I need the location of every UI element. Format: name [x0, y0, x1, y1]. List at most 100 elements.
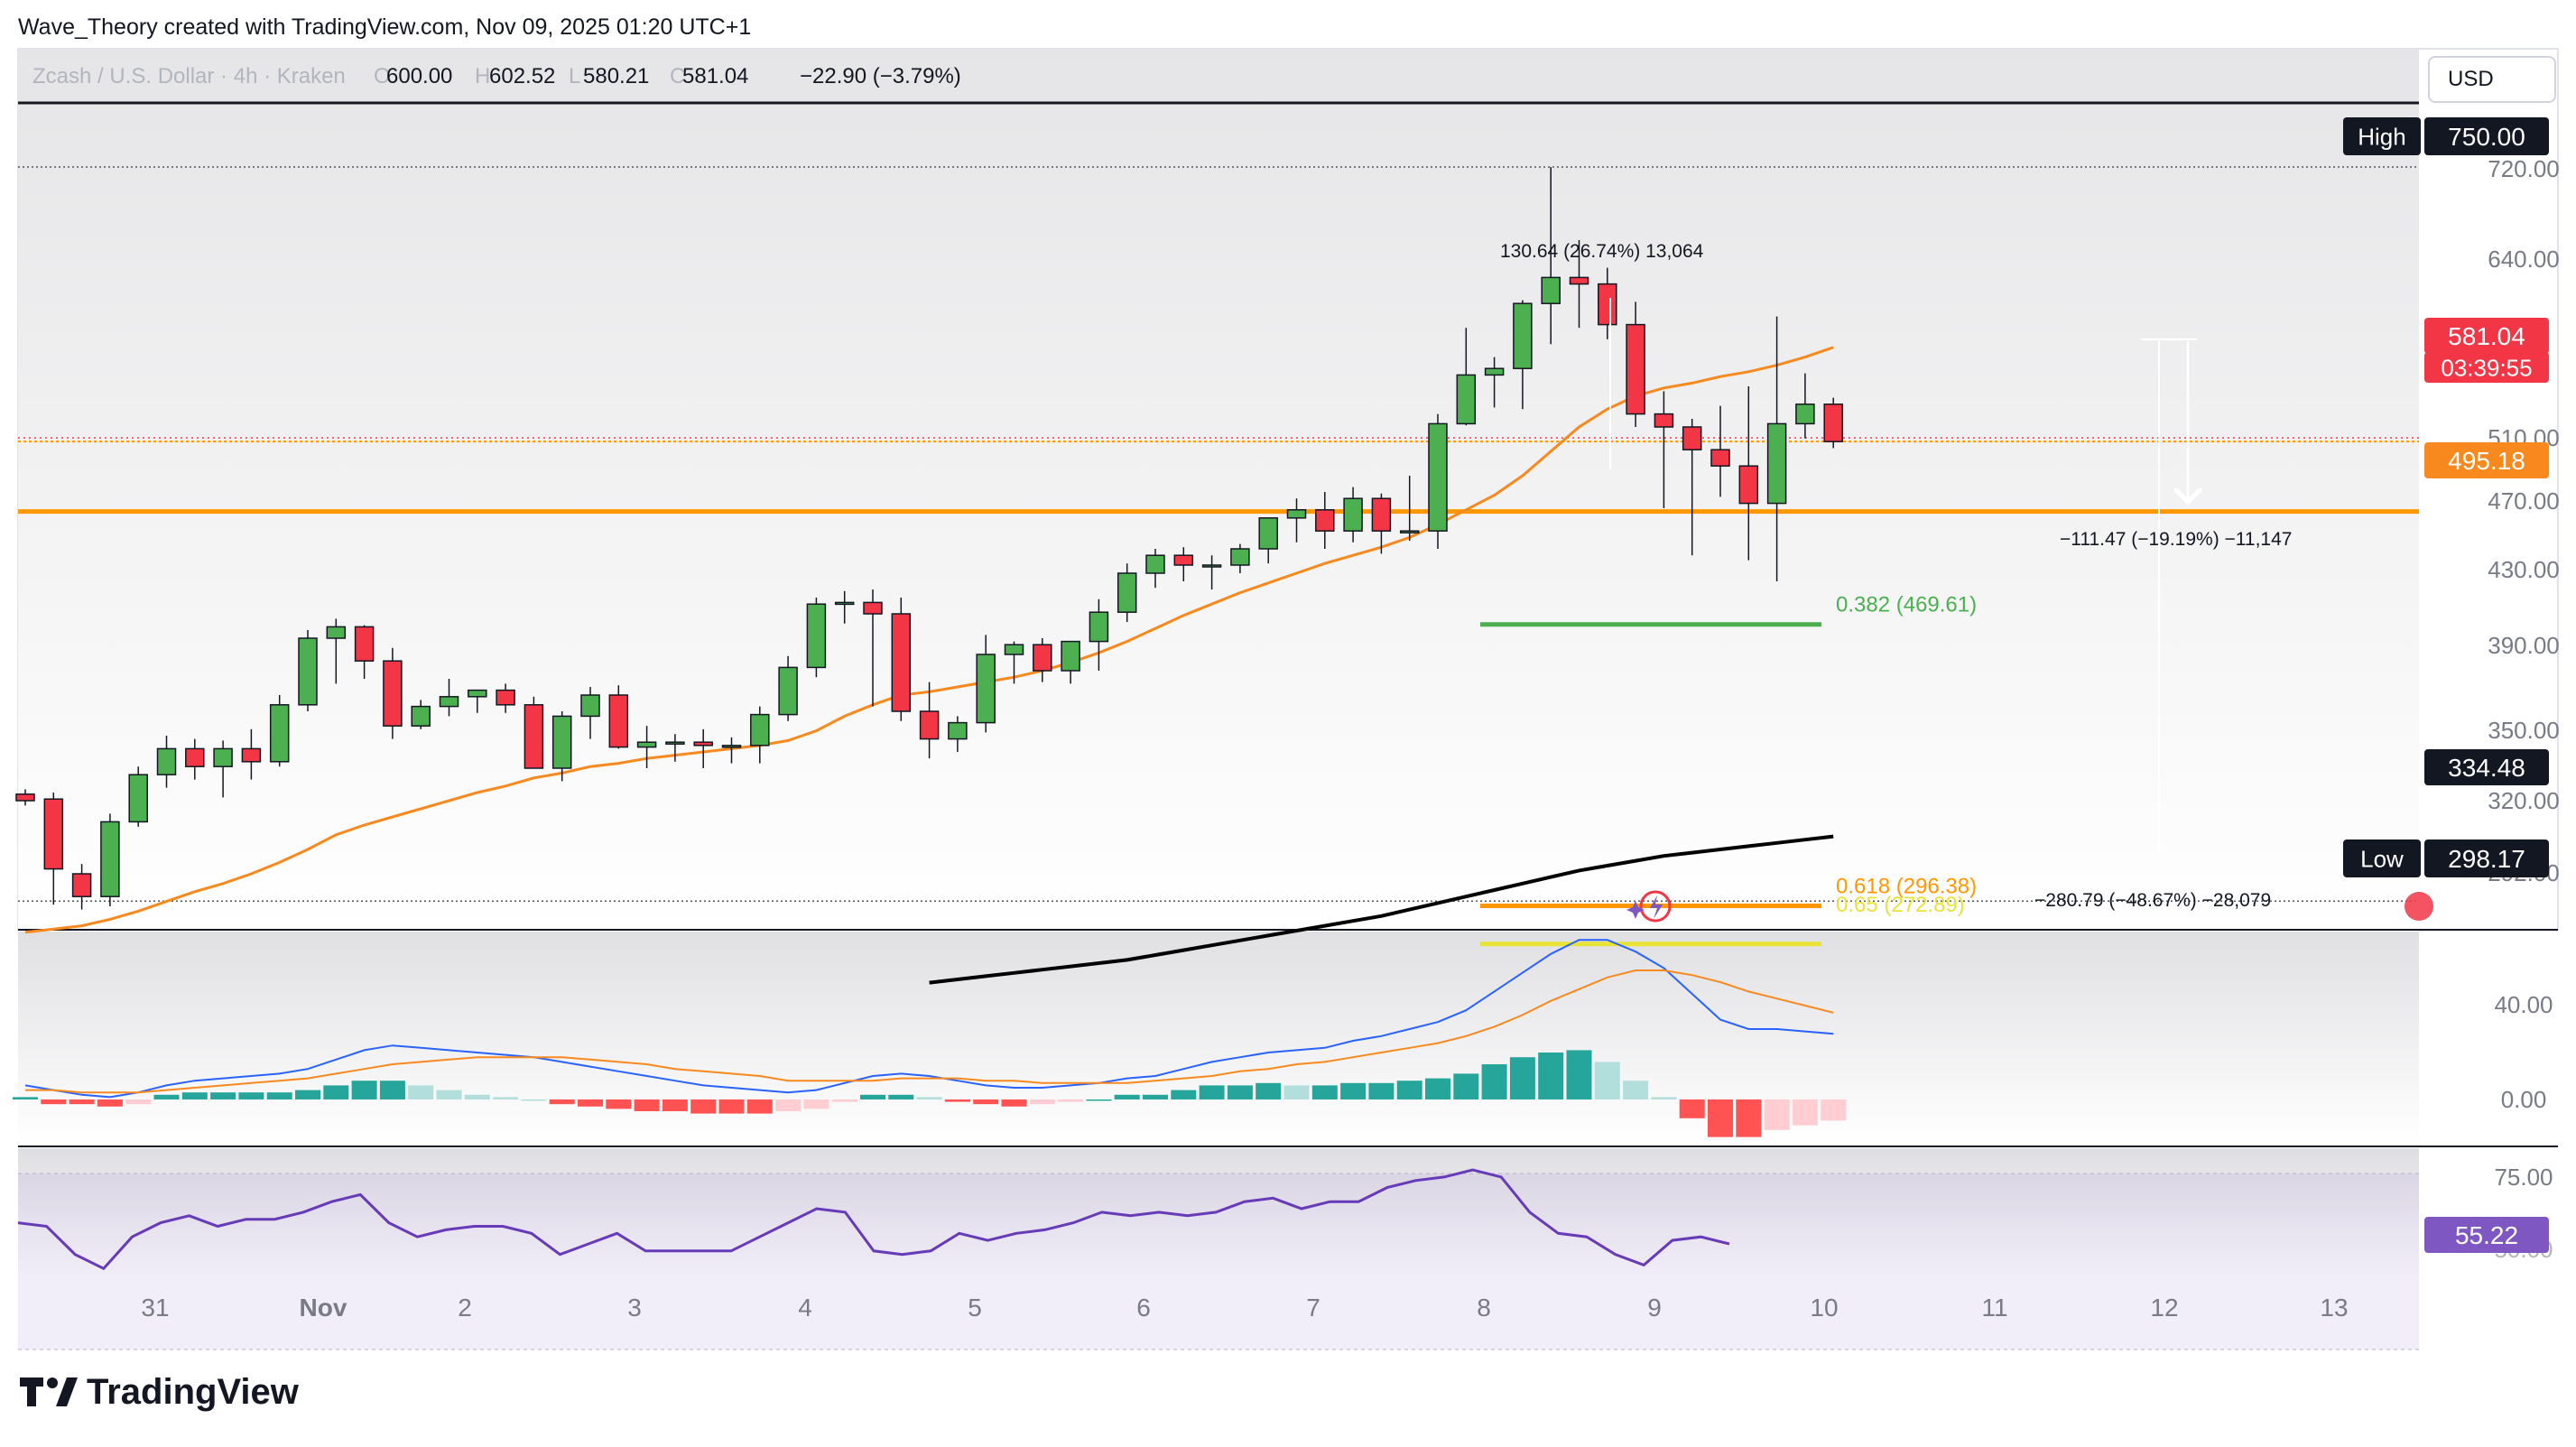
candle: [1795, 373, 1815, 439]
candle-body: [1061, 640, 1080, 672]
candle-body: [551, 715, 572, 769]
candle: [383, 647, 403, 739]
macd-hist-bar: [41, 1099, 67, 1105]
candle: [468, 689, 487, 713]
candle-body: [1173, 554, 1194, 566]
candle: [1089, 598, 1109, 671]
fib-label-1: 0.618 (296.38): [1836, 875, 1977, 899]
candle: [1173, 547, 1194, 581]
tv-logo-mark-t: [20, 1377, 43, 1406]
countdown-tag-text: 03:39:55: [2441, 354, 2532, 381]
candle-body: [580, 694, 600, 718]
candle: [1061, 640, 1080, 684]
symbol-title: Zcash / U.S. Dollar · 4h · Kraken: [32, 64, 346, 88]
candle-body: [1315, 509, 1335, 532]
candles: [15, 167, 1843, 910]
macd-hist-bar: [323, 1085, 349, 1099]
price-tick: 390.00: [2488, 632, 2560, 659]
candle: [608, 685, 629, 749]
ohlc-c-label: C: [670, 64, 685, 88]
macd-hist-bar: [803, 1099, 829, 1109]
low-value-tag: 298.17: [2424, 839, 2549, 877]
price-tick: 350.00: [2488, 717, 2560, 744]
ema50-tag: 495.18: [2424, 442, 2549, 478]
candle-body: [156, 747, 177, 775]
macd-hist-bar: [1821, 1099, 1847, 1121]
macd-hist-bar: [436, 1090, 462, 1099]
macd-hist-bar: [351, 1081, 377, 1099]
time-tick: 7: [1306, 1294, 1320, 1322]
price-tick: 470.00: [2488, 487, 2560, 515]
candle: [636, 726, 657, 768]
candle: [1117, 563, 1137, 622]
candle-body: [439, 696, 459, 708]
candle: [1626, 301, 1645, 427]
high-value-tag-bg: [2424, 117, 2549, 155]
candle-body: [213, 747, 233, 767]
candle-body: [269, 704, 290, 763]
ohlc-o-label: O: [374, 64, 391, 88]
candle-body: [1399, 530, 1420, 533]
measure-label-long: −280.79 (−48.67%) −28,079: [2034, 890, 2271, 911]
candle-body: [1456, 374, 1477, 425]
candle: [1371, 493, 1392, 554]
high-label-tag-bg: [2343, 117, 2421, 155]
globe-icon: [2405, 892, 2433, 921]
ohlc-h-value: 602.52: [489, 64, 555, 88]
ohlc-l-label: L: [569, 64, 580, 88]
candle-body: [71, 873, 92, 897]
ema50-tag-text: 495.18: [2448, 447, 2525, 475]
time-tick: 11: [1981, 1294, 2007, 1322]
macd-hist-bar: [1425, 1078, 1450, 1099]
candle: [1343, 487, 1363, 543]
macd-hist-bar: [1481, 1064, 1507, 1099]
candle-body: [863, 601, 883, 615]
candle-body: [1371, 497, 1392, 532]
low-label-tag-text: Low: [2360, 845, 2404, 872]
candle-body: [1004, 644, 1024, 655]
time-tick: 13: [2320, 1294, 2348, 1322]
price-tick: 320.00: [2488, 787, 2560, 814]
ema-200-line: [929, 834, 1834, 985]
candle: [71, 864, 92, 910]
macd-hist-bar: [181, 1092, 208, 1099]
candle: [326, 618, 347, 684]
rsi-pane-background: [18, 1148, 2419, 1278]
time-tick: 5: [968, 1294, 982, 1322]
macd-hist-bar: [1086, 1099, 1112, 1101]
macd-hist-bar: [1792, 1099, 1818, 1126]
candle: [1315, 492, 1335, 549]
macd-tick: 0.00: [2501, 1086, 2547, 1113]
candle: [1428, 413, 1448, 549]
candle-body: [1823, 403, 1843, 442]
macd-histogram: [13, 1050, 1847, 1137]
macd-hist-bar: [1256, 1082, 1282, 1099]
candle-body: [750, 713, 770, 747]
time-tick: 31: [141, 1294, 169, 1322]
candle-body: [834, 601, 855, 606]
macd-hist-bar: [1538, 1053, 1564, 1099]
ema200-tag: 334.48: [2424, 749, 2549, 785]
icon-ring: [1639, 890, 1672, 923]
macd-hist-bar: [1058, 1099, 1084, 1102]
ohlc-change: −22.90 (−3.79%): [800, 64, 961, 88]
macd-hist-bar: [944, 1099, 970, 1102]
macd-hist-bar: [775, 1099, 802, 1111]
candle-body: [1201, 564, 1222, 568]
candle-body: [1541, 276, 1561, 304]
macd-hist-bar: [210, 1092, 236, 1099]
candle: [948, 716, 968, 752]
currency-button[interactable]: USD: [2428, 56, 2556, 103]
candle-body: [1654, 413, 1674, 428]
candle-body: [185, 747, 205, 767]
macd-hist-bar: [1509, 1057, 1535, 1099]
candle: [156, 736, 177, 788]
time-tick: 12: [2150, 1294, 2178, 1322]
macd-hist-bar: [1368, 1082, 1395, 1099]
candle-body: [1230, 548, 1250, 566]
candle-body: [1682, 426, 1702, 450]
candle: [15, 789, 35, 806]
macd-hist-bar: [1227, 1085, 1253, 1099]
candle: [919, 682, 940, 759]
candle: [43, 793, 64, 905]
